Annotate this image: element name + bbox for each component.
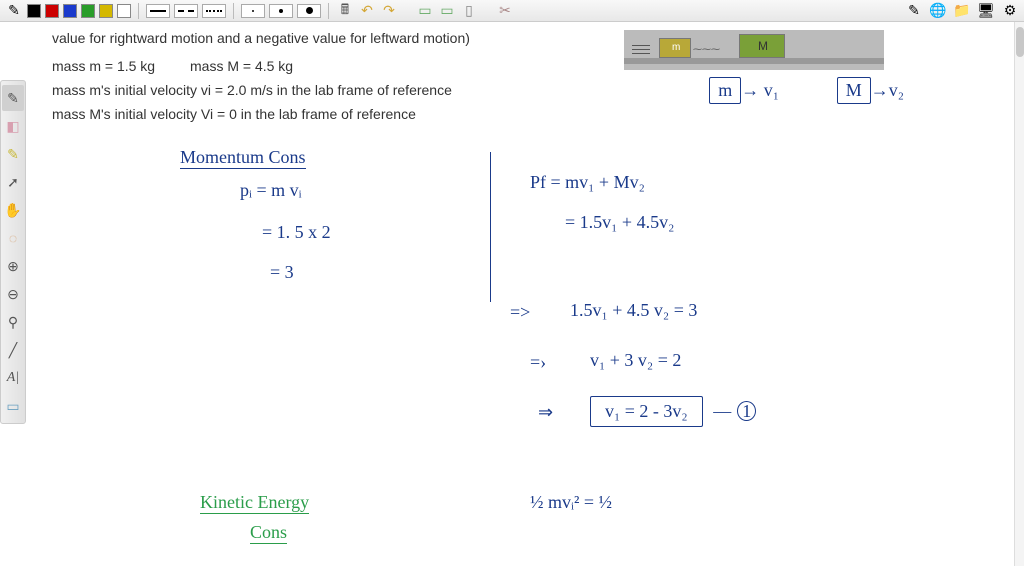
redo-icon[interactable]: ↷	[380, 2, 398, 20]
globe-icon[interactable]: 🌐	[929, 2, 947, 20]
dropper-tool[interactable]: ⚲	[2, 309, 24, 335]
scrollbar-handle[interactable]	[1016, 27, 1024, 57]
text-tool[interactable]: A|	[2, 365, 24, 391]
cart-M-label: M	[758, 39, 768, 53]
problem-vi-m: mass m's initial velocity vi = 2.0 m/s i…	[52, 82, 452, 98]
calculator-icon[interactable]: 🖩	[336, 2, 354, 20]
implies-1: =>	[510, 302, 530, 323]
color-white[interactable]	[117, 4, 131, 18]
zoom-in-tool[interactable]: ⊕	[2, 253, 24, 279]
page-icon[interactable]: ▯	[460, 2, 478, 20]
hand-m-box: m→ v₁	[709, 77, 779, 104]
crop-icon[interactable]: ✂	[496, 2, 514, 20]
eq-boxed: v₁ = 2 - 3v₂ —1	[590, 396, 756, 427]
gear-icon[interactable]: ⚙	[1001, 2, 1019, 20]
line-tool[interactable]: ╱	[2, 337, 24, 363]
hand-M-box: M→v₂	[837, 77, 904, 104]
ke-title1: Kinetic Energy	[200, 492, 309, 513]
color-red[interactable]	[45, 4, 59, 18]
color-blue[interactable]	[63, 4, 77, 18]
pi-eq3: = 3	[270, 262, 294, 283]
color-green[interactable]	[81, 4, 95, 18]
top-toolbar: ✎ 🖩 ↶ ↷ ▭ ▭ ▯ ✂ ✎ 🌐 📁 🖥 ⚙	[0, 0, 1024, 22]
ke-eq: ½ mvᵢ² = ½	[530, 492, 612, 513]
pointer-tool[interactable]: ➚	[2, 169, 24, 195]
color-yellow[interactable]	[99, 4, 113, 18]
line-dot[interactable]	[202, 4, 226, 18]
cart-M: M	[739, 34, 785, 58]
cart-diagram: m ⁓⁓⁓ M	[624, 30, 884, 70]
problem-mass-m: mass m = 1.5 kg	[52, 58, 155, 74]
eraser-tool[interactable]: ◧	[2, 113, 24, 139]
pen-tool[interactable]: ✎	[2, 85, 24, 111]
spring-icon: ⁓⁓⁓	[693, 44, 720, 55]
momentum-title: Momentum Cons	[180, 147, 306, 168]
shape-tool[interactable]: ▭	[2, 393, 24, 419]
problem-line0: value for rightward motion and a negativ…	[52, 30, 470, 46]
pf-eq1: Pf = mv₁ + Mv₂	[530, 172, 645, 193]
pi-eq2: = 1. 5 x 2	[262, 222, 331, 243]
pf-eq2: = 1.5v₁ + 4.5v₂	[565, 212, 674, 233]
dot-med[interactable]	[269, 4, 293, 18]
color-black[interactable]	[27, 4, 41, 18]
implies-2: =›	[530, 352, 546, 373]
hamburger-icon	[632, 42, 650, 56]
folder-icon[interactable]: 📁	[953, 2, 971, 20]
cart-m: m	[659, 38, 691, 58]
highlighter-tool[interactable]: ✎	[2, 141, 24, 167]
problem-mass-M: mass M = 4.5 kg	[190, 58, 293, 74]
left-toolbar: ✎ ◧ ✎ ➚ ✋ ◌ ⊕ ⊖ ⚲ ╱ A| ▭	[0, 80, 26, 424]
undo-icon[interactable]: ↶	[358, 2, 376, 20]
lasso-tool[interactable]: ◌	[2, 225, 24, 251]
monitor-icon[interactable]: 🖥	[977, 2, 995, 20]
implies-3: ⇒	[538, 402, 553, 423]
dot-small[interactable]	[241, 4, 265, 18]
problem-vi-M: mass M's initial velocity Vi = 0 in the …	[52, 106, 416, 122]
edit-icon[interactable]: ✎	[905, 2, 923, 20]
cart-m-label: m	[672, 42, 680, 53]
note-green-icon[interactable]: ▭	[416, 2, 434, 20]
divider-line	[490, 152, 491, 302]
pi-eq1: pᵢ = m vᵢ	[240, 180, 302, 201]
line-dash[interactable]	[174, 4, 198, 18]
canvas[interactable]: value for rightward motion and a negativ…	[30, 22, 1014, 576]
ke-title2: Cons	[250, 522, 287, 543]
hand-tool[interactable]: ✋	[2, 197, 24, 223]
line-solid[interactable]	[146, 4, 170, 18]
eq-simplified: v₁ + 3 v₂ = 2	[590, 350, 681, 371]
pen-tool-icon[interactable]: ✎	[5, 2, 23, 20]
scrollbar-vertical[interactable]	[1014, 22, 1024, 566]
dot-large[interactable]	[297, 4, 321, 18]
zoom-out-tool[interactable]: ⊖	[2, 281, 24, 307]
eq-combined: 1.5v₁ + 4.5 v₂ = 3	[570, 300, 697, 321]
note-green2-icon[interactable]: ▭	[438, 2, 456, 20]
